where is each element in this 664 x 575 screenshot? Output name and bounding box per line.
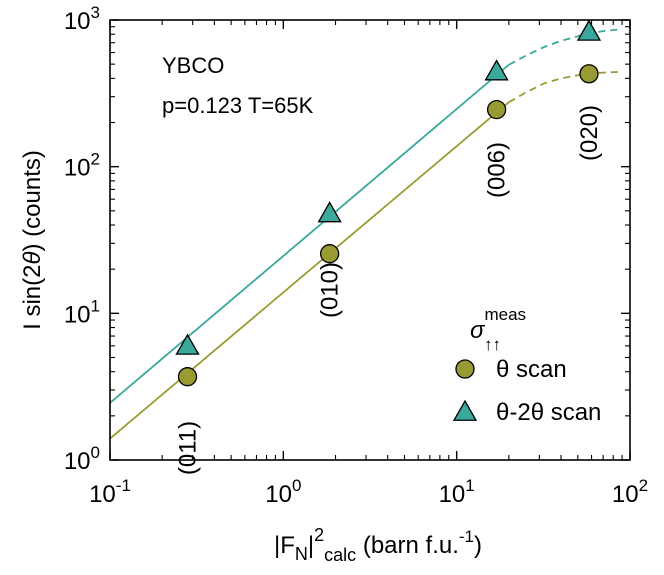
legend-title: σmeas <box>470 305 526 344</box>
y-tick-label: 100 <box>64 443 100 475</box>
y-label-theta: θ <box>19 251 46 264</box>
theta-2theta-scan-point-3 <box>576 19 602 41</box>
y-tick-label: 101 <box>64 296 100 328</box>
y-tick-label: 103 <box>64 3 100 35</box>
y-tick-label-base: 10 <box>64 8 91 35</box>
legend-title-base: σ <box>470 317 486 344</box>
x-label-end: ) <box>474 532 482 559</box>
x-tick-label-base: 10 <box>439 481 466 508</box>
legend-entries: θ scan θ-2θ scan <box>452 356 601 426</box>
theta-2theta-scan-point-2 <box>484 59 509 81</box>
y-tick-label-base: 10 <box>64 155 91 182</box>
y-tick-label-exp: 0 <box>91 443 100 462</box>
x-tick-label: 100 <box>265 476 301 508</box>
axis-ticks <box>109 19 631 461</box>
x-tick-label-exp: 0 <box>292 476 301 495</box>
y-axis-label: I sin(2θ) (counts) <box>19 150 46 330</box>
reflection-label: (010) <box>317 262 344 318</box>
fit-line-solid-0 <box>109 101 510 440</box>
theta-scan-point-3 <box>579 64 599 84</box>
theta-2theta-scan-point-0 <box>175 333 200 355</box>
x-tick-label: 10-1 <box>89 476 131 508</box>
y-tick-label-base: 10 <box>64 301 91 328</box>
x-tick-label-exp: 1 <box>465 476 474 495</box>
fit-line-dashed-1 <box>508 28 618 66</box>
plot-frame <box>109 19 631 461</box>
x-label-tail: (barn f.u. <box>356 532 459 559</box>
x-tick-label-base: 10 <box>89 481 116 508</box>
legend-triangle-icon <box>452 399 478 421</box>
x-label-tailsup: -1 <box>459 527 474 546</box>
theta-scan-point-0 <box>177 367 198 387</box>
x-tick-label-exp: -1 <box>116 476 131 495</box>
reflection-label: (006) <box>484 142 511 198</box>
x-label-mid: | <box>308 532 314 559</box>
legend-title-sub: ↑↑ <box>484 335 501 354</box>
x-tick-label: 101 <box>439 476 475 508</box>
x-tick-label-base: 10 <box>265 481 292 508</box>
legend-circle-icon <box>455 359 475 379</box>
fit-lines <box>109 28 618 440</box>
x-label-base: |F <box>274 532 295 559</box>
fit-line-solid-1 <box>109 64 510 404</box>
legend-entry-label: θ scan <box>496 356 567 383</box>
x-label-sub2: calc <box>324 545 356 565</box>
reflection-label: (020) <box>576 105 603 161</box>
legend: σmeas ↑↑ θ scan θ-2θ scan <box>452 305 601 426</box>
annotation-conditions: p=0.123 T=65K <box>162 93 314 118</box>
y-tick-label: 102 <box>64 150 100 182</box>
y-tick-label-base: 10 <box>64 448 91 475</box>
legend-entry-label: θ-2θ scan <box>496 399 601 426</box>
x-label-sub1: N <box>295 544 308 564</box>
reflection-labels: (011) (010) (006) (020) <box>175 105 604 475</box>
y-tick-label-exp: 3 <box>91 3 100 22</box>
y-tick-label-exp: 1 <box>91 296 100 315</box>
y-label-post: ) (counts) <box>19 150 46 251</box>
x-tick-label-exp: 2 <box>639 476 648 495</box>
theta-scan-point-1 <box>319 244 340 264</box>
x-tick-label: 102 <box>612 476 648 508</box>
fit-line-dashed-0 <box>508 71 618 103</box>
x-axis-label: |FN|2calc (barn f.u.-1) <box>274 525 482 565</box>
legend-title-sup: meas <box>484 305 526 324</box>
theta-scan-point-2 <box>486 99 507 120</box>
x-label-sup: 2 <box>314 525 324 545</box>
annotation-sample: YBCO <box>162 53 224 78</box>
y-label-pre: I sin(2 <box>19 265 46 330</box>
y-tick-label-exp: 2 <box>91 150 100 169</box>
x-tick-label-base: 10 <box>612 481 639 508</box>
reflection-label: (011) <box>175 421 202 475</box>
data-points <box>175 19 602 387</box>
theta-2theta-scan-point-1 <box>317 201 342 223</box>
